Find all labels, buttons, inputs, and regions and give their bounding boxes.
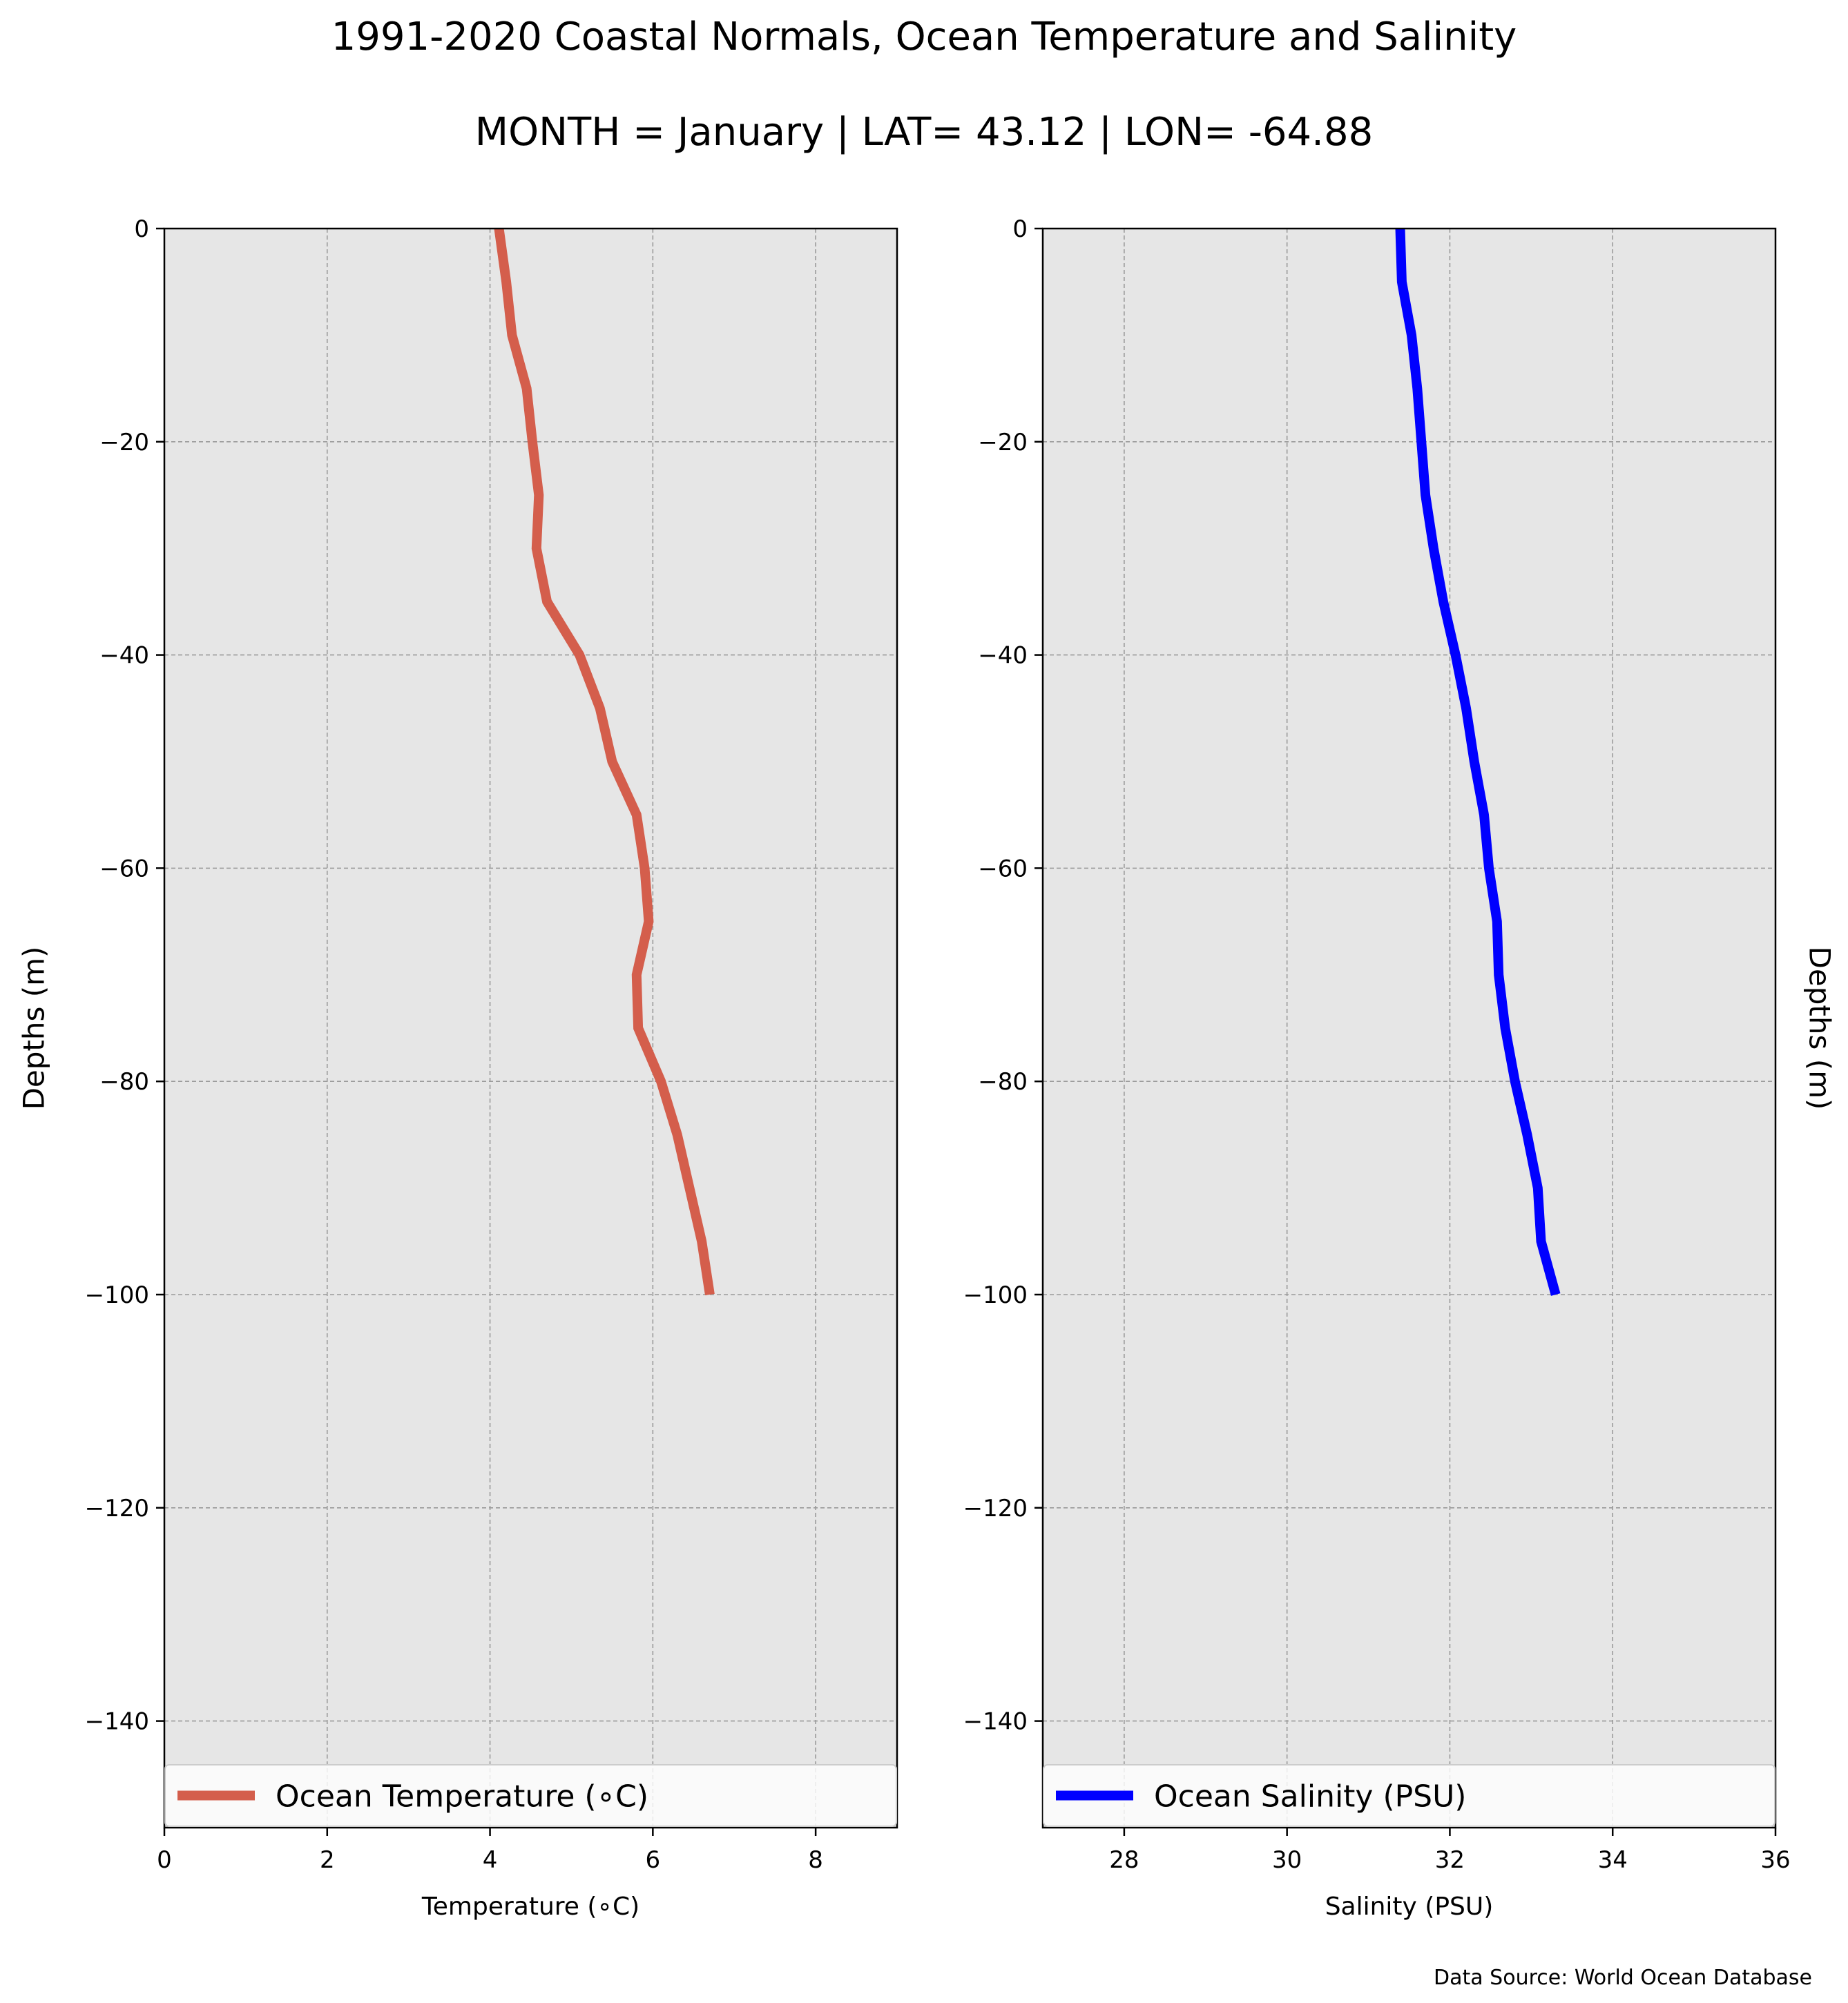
salinity-ytick-label: −40 [978, 642, 1028, 670]
temperature-panel: 0 −20 −40 −60 −80 −100 −120 −140 0 2 4 6 8 Temperatur… [17, 215, 898, 1921]
temperature-legend-box [164, 1764, 897, 1827]
temperature-ytick-label: −120 [85, 1495, 149, 1522]
chart-subtitle: MONTH = January | LAT= 43.12 | LON= -64.… [475, 110, 1373, 155]
temperature-ytick-label: −140 [85, 1708, 149, 1736]
salinity-ytick-label: −100 [963, 1281, 1028, 1309]
temperature-ytick-label: −100 [85, 1281, 149, 1309]
temperature-xtick-label: 8 [808, 1846, 823, 1874]
salinity-panel: 0 −20 −40 −60 −80 −100 −120 −140 28 30 32 34 36 Salin… [963, 215, 1837, 1921]
temperature-xtick-label: 6 [646, 1846, 661, 1874]
salinity-xtick-label: 28 [1109, 1846, 1139, 1874]
temperature-series-line [494, 228, 715, 1296]
salinity-legend-label: Ocean Salinity (PSU) [1154, 1779, 1466, 1815]
salinity-y-axis-label: Depths (m) [1803, 947, 1837, 1110]
temperature-plot-area [164, 229, 897, 1828]
salinity-xtick-label: 34 [1598, 1846, 1628, 1874]
salinity-axes-frame [1041, 227, 1777, 1829]
salinity-ytick-label: −140 [963, 1708, 1028, 1736]
temperature-ytick-label: −40 [99, 642, 149, 670]
salinity-xtick-label: 32 [1435, 1846, 1465, 1874]
temperature-ytick-label: −80 [99, 1068, 149, 1096]
temperature-xtick-label: 0 [157, 1846, 172, 1874]
temperature-ytick-label: −20 [99, 429, 149, 456]
salinity-ytick-label: −60 [978, 855, 1028, 882]
salinity-plot-area [1043, 229, 1775, 1828]
temperature-ytick-label: −60 [99, 855, 149, 882]
salinity-ytick-label: 0 [1012, 215, 1028, 243]
temperature-xtick-label: 2 [320, 1846, 335, 1874]
salinity-xtick-label: 30 [1272, 1846, 1302, 1874]
temperature-y-axis-label: Depths (m) [17, 947, 51, 1110]
salinity-legend-box [1043, 1764, 1775, 1827]
salinity-series-line [1395, 228, 1561, 1296]
salinity-ytick-label: −20 [978, 429, 1028, 456]
temperature-axes-frame [163, 227, 898, 1829]
salinity-ytick-label: −120 [963, 1495, 1028, 1522]
temperature-legend-label: Ocean Temperature (∘C) [276, 1779, 648, 1815]
temperature-xtick-label: 4 [483, 1846, 498, 1874]
salinity-x-axis-label: Salinity (PSU) [1325, 1893, 1494, 1921]
salinity-ytick-label: −80 [978, 1068, 1028, 1096]
chart-title: 1991-2020 Coastal Normals, Ocean Tempera… [331, 14, 1517, 59]
temperature-ytick-label: 0 [134, 215, 149, 243]
temperature-x-axis-label: Temperature (∘C) [421, 1893, 639, 1921]
salinity-xtick-label: 36 [1760, 1846, 1790, 1874]
source-note: Data Source: World Ocean Database [1434, 1966, 1812, 1990]
